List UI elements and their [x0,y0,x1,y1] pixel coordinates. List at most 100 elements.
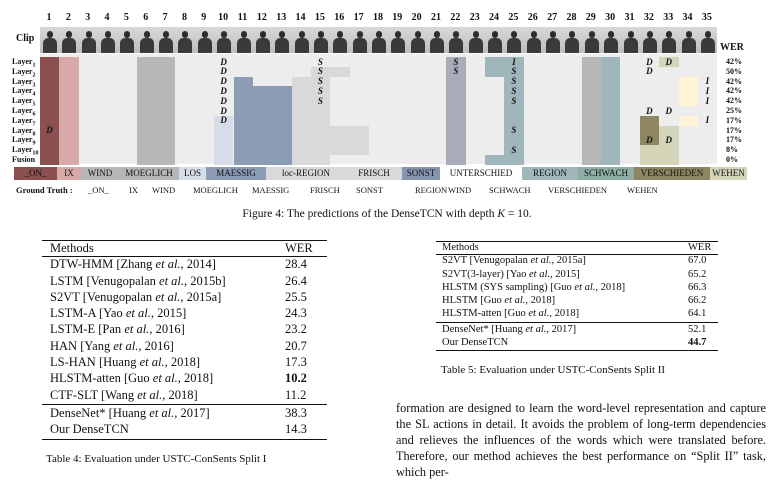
prediction-cell [601,57,621,165]
table-row: S2VT [Venugopalan et al., 2015a] 67.0 [436,254,718,267]
column-number: 3 [85,12,91,23]
clip-frame-thumbnail [196,27,213,53]
error-mark: S [317,56,323,67]
prediction-row: _ON_ IX WIND MOEGLICH LOS MAESSIG loc-REGION FR… [14,167,747,180]
table-row: Our DenseTCN 14.3 [42,421,327,437]
ground-truth-word: SONST [356,185,383,195]
column-number: 4 [104,12,110,23]
method-cell: Our DenseTCN [442,337,509,349]
prediction-label: VERSCHIEDEN [634,167,710,180]
clip-frame-thumbnail [273,27,290,53]
wer-cell: 28.4 [285,257,307,272]
header-methods: Methods [50,241,94,255]
clip-frame-thumbnail [389,27,406,53]
layer-wer-value: 17% [726,115,742,125]
layer-label: Layer8 [12,125,36,138]
table-5: Methods WER S2VT [Venugopalan et al., 20… [436,241,718,352]
prediction-cell [485,57,505,77]
prediction-cell [639,115,660,146]
error-mark: S [511,144,517,155]
table-row: S2VT(3-layer) [Yao et al., 2015] 65.2 [436,268,718,281]
clip-frame-thumbnail [641,27,658,53]
clip-frame-thumbnail [118,27,135,53]
table-header: Methods WER [42,240,327,256]
table-row: HLSTM-atten [Guo et al., 2018] 64.1 [436,307,718,320]
clip-frame-thumbnail [622,27,639,53]
prediction-label: SONST [402,167,440,180]
error-mark: I [705,76,710,87]
error-mark: D [220,66,227,77]
layer-label: Layer7 [12,115,36,128]
wer-cell: 52.1 [688,323,707,335]
clip-frame-thumbnail [699,27,716,53]
clip-frame-thumbnail [486,27,503,53]
header-wer: WER [285,241,313,255]
clip-frame-thumbnail [293,27,310,53]
table-row: CTF-SLT [Wang et al., 2018] 11.2 [42,387,327,403]
prediction-cell [233,76,253,165]
layer-wer-value: 17% [726,135,742,145]
table-5-caption: Table 5: Evaluation under USTC-ConSents … [441,364,666,376]
column-number: 2 [65,12,71,23]
clip-frame-thumbnail [428,27,445,53]
prediction-cell [330,125,369,155]
prediction-label: SCHWACH [578,167,634,180]
column-number: 21 [431,12,441,23]
prediction-cell [504,57,524,165]
ground-truth-word: MOEGLICH [193,185,238,195]
table-row: DenseNet* [Huang et al., 2017] 38.3 [42,405,327,421]
header-methods: Methods [442,242,479,253]
ground-truth-word: REGION [415,185,448,195]
table-4: Methods WER DTW-HMM [Zhang et al., 2014]… [42,240,327,440]
error-mark: D [665,56,672,67]
clip-frame-thumbnail [60,27,77,53]
table-row: DenseNet* [Huang et al., 2017] 52.1 [436,323,718,336]
prediction-cell [678,76,698,106]
layer-label: Layer10 [12,145,39,157]
ground-truth-word: VERSCHIEDEN [548,185,608,195]
layer-wer-value: 42% [726,86,742,96]
wer-cell: 26.4 [285,273,307,288]
layer-wer-value: 42% [726,57,742,66]
layer-wer-value: 25% [726,106,742,115]
wer-cell: 10.2 [285,371,307,386]
column-number: 20 [411,12,422,23]
column-number: 30 [605,12,616,23]
error-mark: I [705,95,710,106]
layer-wer-value: 0% [726,155,738,164]
column-number: 25 [508,12,519,23]
wer-cell: 24.3 [285,306,307,321]
prediction-cell [639,145,660,165]
layer-label: Layer5 [12,96,36,108]
method-cell: HLSTM (SYS sampling) [Guo et al., 2018] [442,281,626,293]
column-number: 10 [218,12,229,23]
column-number: 6 [143,12,149,23]
clip-frame-thumbnail [544,27,561,53]
column-number: 26 [527,12,538,23]
column-number: 12 [256,12,267,23]
column-number: 23 [469,12,480,23]
clip-frame-thumbnail [312,27,329,53]
clip-frame-thumbnail [80,27,97,53]
error-mark: S [511,66,517,77]
ground-truth-word: WIND [152,185,176,195]
prediction-cell [659,125,679,165]
wer-cell: 64.1 [688,308,707,320]
error-mark: D [665,105,672,116]
table-row: LS-HAN [Huang et al., 2018] 17.3 [42,354,327,370]
clip-frame-thumbnail [331,27,348,53]
column-number: 33 [663,12,674,23]
body-paragraph: formation are designed to learn the word… [396,401,766,479]
column-number: 29 [585,12,596,23]
prediction-cell [446,57,466,165]
figure-4: 1 2 3 4 5 6 7 8 9 10 11 12 13 14 15 16 17 18 19 20 21 22 23 24 2… [0,0,774,220]
method-cell: LS-HAN [Huang et al., 2018] [50,355,200,370]
clip-frame-thumbnail [41,27,58,53]
method-cell: HLSTM [Guo et al., 2018] [442,295,556,307]
error-mark: D [646,105,653,116]
prediction-label: loc-REGION [266,167,346,180]
clip-frame-thumbnail [254,27,271,53]
prediction-cell [485,155,524,165]
layer-label: Layer3 [12,76,36,89]
layer-wer-value: 17% [726,125,742,135]
